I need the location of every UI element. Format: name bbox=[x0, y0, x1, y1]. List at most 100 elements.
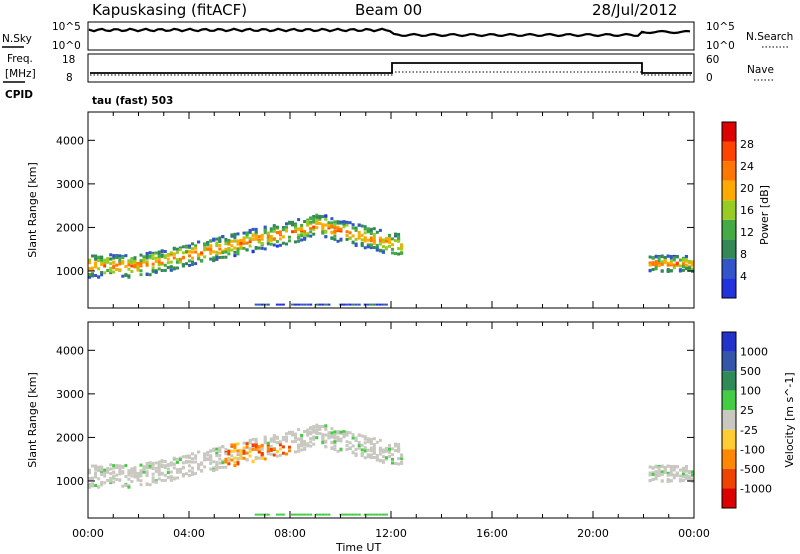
power-cell bbox=[160, 253, 164, 257]
power-cell bbox=[278, 243, 282, 247]
velocity-cell bbox=[336, 437, 340, 441]
power-cell bbox=[212, 250, 216, 254]
velocity-cell bbox=[254, 456, 258, 459]
power-cell bbox=[236, 241, 240, 245]
velocity-cell bbox=[345, 447, 349, 451]
velocity-cell bbox=[327, 431, 331, 435]
velocity-cell bbox=[206, 457, 210, 461]
power-cell bbox=[351, 240, 355, 244]
power-cell bbox=[384, 303, 388, 306]
velocity-cell bbox=[369, 453, 373, 457]
velocity-cell bbox=[100, 468, 104, 472]
power-cell bbox=[278, 230, 282, 234]
power-cell bbox=[242, 241, 246, 245]
velocity-colorbar-tick: 500 bbox=[740, 365, 761, 378]
velocity-cell bbox=[166, 464, 170, 468]
velocity-cell bbox=[185, 455, 188, 459]
velocity-cell bbox=[336, 449, 340, 453]
velocity-cell bbox=[145, 466, 149, 470]
velocity-cell bbox=[194, 472, 198, 476]
power-cell bbox=[178, 248, 182, 252]
velocity-cell bbox=[648, 471, 652, 475]
velocity-cell bbox=[224, 452, 228, 456]
power-cell bbox=[215, 250, 219, 254]
velocity-cell bbox=[233, 444, 237, 448]
power-cell bbox=[315, 213, 319, 217]
power-cell bbox=[381, 238, 385, 242]
velocity-cell bbox=[200, 469, 204, 473]
power-cell bbox=[154, 251, 158, 255]
velocity-scatter bbox=[88, 423, 694, 516]
power-cell bbox=[272, 243, 276, 247]
power-cell bbox=[357, 303, 361, 306]
velocity-colorbar-segment bbox=[722, 488, 736, 508]
velocity-cell bbox=[97, 477, 101, 481]
power-cell bbox=[384, 246, 388, 250]
velocity-cell bbox=[163, 464, 167, 468]
power-cell bbox=[363, 231, 367, 235]
power-cell bbox=[309, 227, 313, 231]
velocity-cell bbox=[378, 458, 382, 462]
velocity-cell bbox=[94, 464, 98, 468]
y-tick-label: 1000 bbox=[56, 475, 84, 488]
velocity-cell bbox=[224, 448, 228, 451]
power-cell bbox=[400, 251, 404, 255]
power-cell bbox=[306, 220, 310, 223]
power-cell bbox=[230, 239, 234, 243]
power-cell bbox=[166, 254, 170, 258]
velocity-cell bbox=[388, 450, 391, 454]
velocity-cell bbox=[175, 460, 179, 464]
power-cell bbox=[281, 235, 285, 239]
power-cell bbox=[91, 266, 94, 270]
velocity-cell bbox=[109, 476, 113, 480]
power-cell bbox=[112, 260, 116, 264]
velocity-cell bbox=[351, 433, 355, 437]
velocity-cell bbox=[306, 513, 310, 516]
power-cell bbox=[348, 303, 352, 306]
velocity-cell bbox=[321, 440, 325, 444]
velocity-cell bbox=[391, 457, 394, 461]
power-cell bbox=[324, 303, 328, 306]
velocity-cell bbox=[266, 448, 270, 452]
power-cell bbox=[175, 247, 179, 251]
power-cell bbox=[121, 256, 125, 260]
velocity-cell bbox=[151, 472, 155, 476]
power-cell bbox=[191, 250, 194, 254]
power-cell bbox=[378, 236, 382, 240]
power-cell bbox=[339, 237, 343, 241]
power-cell bbox=[654, 267, 658, 271]
velocity-cell bbox=[206, 453, 210, 457]
velocity-cell bbox=[197, 463, 201, 467]
power-cell bbox=[230, 233, 234, 237]
velocity-cell bbox=[384, 456, 388, 460]
power-cell bbox=[266, 231, 270, 235]
velocity-cell bbox=[288, 449, 291, 453]
power-cell bbox=[660, 260, 664, 264]
velocity-cell bbox=[139, 463, 143, 467]
velocity-cell bbox=[278, 513, 282, 516]
power-cell bbox=[118, 262, 122, 266]
velocity-cell bbox=[197, 467, 201, 471]
power-cell bbox=[148, 254, 152, 258]
power-cell bbox=[127, 259, 131, 263]
velocity-cell bbox=[691, 477, 694, 481]
power-cell bbox=[312, 227, 316, 231]
power-cell bbox=[266, 242, 270, 246]
velocity-cell bbox=[172, 476, 176, 480]
velocity-cell bbox=[203, 458, 207, 462]
velocity-cell bbox=[266, 446, 270, 450]
velocity-cell bbox=[345, 444, 349, 448]
velocity-cell bbox=[124, 475, 128, 479]
velocity-cell bbox=[330, 431, 334, 435]
velocity-cell bbox=[239, 451, 243, 455]
velocity-cell bbox=[209, 467, 213, 471]
velocity-colorbar-segment bbox=[722, 429, 736, 450]
velocity-cell bbox=[354, 438, 358, 442]
power-cell bbox=[363, 236, 367, 240]
power-cell bbox=[206, 243, 210, 247]
power-cell bbox=[172, 246, 176, 250]
velocity-cell bbox=[236, 462, 240, 466]
power-cell bbox=[397, 237, 401, 241]
power-cell bbox=[372, 227, 376, 231]
velocity-cell bbox=[397, 449, 401, 453]
